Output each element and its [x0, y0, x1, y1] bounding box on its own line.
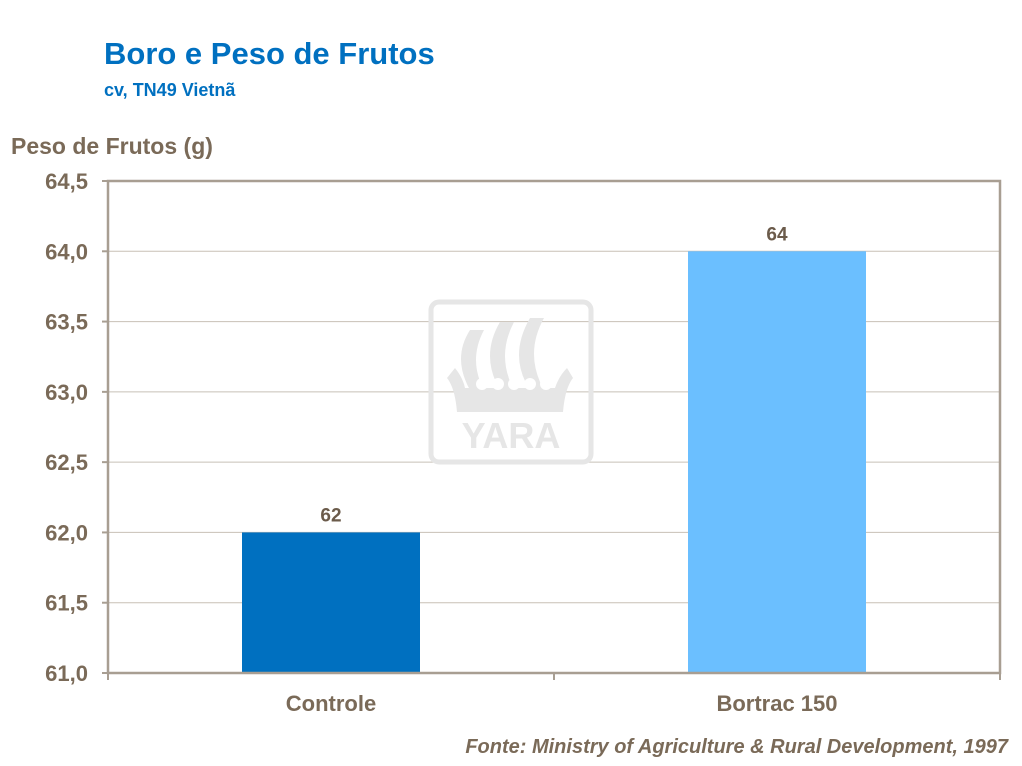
data-label: 64: [766, 224, 788, 245]
y-tick-label: 62,0: [45, 520, 88, 545]
data-label: 62: [320, 505, 341, 526]
bar-bortrac-150: [688, 251, 866, 674]
y-tick-label: 63,5: [45, 310, 88, 335]
chart-subtitle: cv, TN49 Vietnã: [104, 80, 236, 100]
chart-title: Boro e Peso de Frutos: [104, 36, 435, 71]
y-tick-label: 64,0: [45, 239, 88, 264]
x-tick-label: Controle: [286, 691, 376, 716]
y-tick-label: 63,0: [45, 380, 88, 405]
x-tick-label: Bortrac 150: [716, 691, 837, 716]
bar-controle: [242, 532, 420, 673]
y-tick-label: 61,5: [45, 591, 88, 616]
yara-watermark-logo: YARA: [428, 299, 594, 465]
source-note: Fonte: Ministry of Agriculture & Rural D…: [465, 736, 1008, 758]
y-tick-label: 62,5: [45, 450, 88, 475]
svg-text:YARA: YARA: [462, 415, 561, 456]
y-axis-label: Peso de Frutos (g): [11, 133, 213, 159]
y-tick-label: 61,0: [45, 661, 88, 686]
y-tick-label: 64,5: [45, 169, 88, 194]
